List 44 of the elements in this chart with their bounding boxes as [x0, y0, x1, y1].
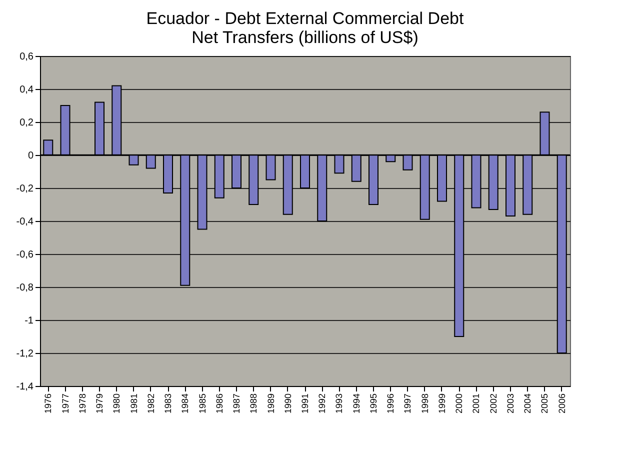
- x-tick-label: 2004: [522, 394, 533, 414]
- x-tick-label: 1976: [43, 394, 54, 414]
- x-tick-label: 1991: [300, 394, 310, 414]
- y-tick-label: 0,6: [20, 52, 34, 62]
- y-tick-label: -0,6: [16, 250, 34, 260]
- x-tick-label: 2005: [540, 394, 550, 414]
- y-tick-label: 0,2: [20, 118, 34, 128]
- y-tick-label: 0,4: [20, 84, 34, 96]
- text: Net Transfers (billions of US$): [192, 28, 418, 47]
- x-tick-label: 2000: [454, 394, 464, 414]
- y-tick-label: 0: [28, 150, 34, 162]
- x-tick-label: 1986: [214, 394, 224, 414]
- x-tick-label: 1983: [163, 394, 174, 414]
- x-tick-label: 1998: [420, 394, 430, 414]
- x-tick-label: 1982: [146, 394, 156, 414]
- x-tick-label: 1980: [112, 394, 122, 414]
- y-tick-label: -0,8: [16, 282, 34, 294]
- x-tick-label: 1997: [402, 394, 413, 414]
- x-tick-label: 1985: [197, 394, 208, 414]
- x-tick-label: 1990: [282, 394, 293, 414]
- x-tick-label: 1979: [94, 394, 105, 414]
- x-tick-label: 1981: [128, 394, 139, 414]
- y-tick-label: -1,2: [16, 348, 34, 360]
- y-tick-label: -0,2: [16, 184, 34, 194]
- x-tick-label: 1994: [351, 394, 362, 414]
- x-tick-label: 1996: [386, 394, 396, 414]
- x-tick-label: 1977: [60, 394, 70, 414]
- x-tick-label: 1989: [266, 394, 276, 414]
- x-tick-label: 1995: [368, 394, 378, 414]
- y-tick-label: -0,4: [16, 216, 34, 228]
- x-tick-label: 1984: [180, 394, 190, 414]
- y-tick-label: -1,4: [16, 382, 34, 392]
- y-tick-label: -1: [24, 316, 34, 326]
- x-tick-label: 2006: [556, 394, 567, 414]
- x-tick-label: 2002: [488, 394, 498, 414]
- x-tick-label: 1999: [436, 394, 447, 414]
- x-tick-label: 1993: [334, 394, 344, 414]
- x-tick-label: 1988: [248, 394, 259, 414]
- x-tick-label: 2001: [471, 394, 482, 414]
- x-tick-label: 1987: [232, 394, 242, 414]
- x-tick-label: 1992: [317, 394, 328, 414]
- x-tick-label: 1978: [77, 394, 88, 414]
- text: Ecuador - Debt External Commercial Debt: [146, 9, 464, 28]
- x-tick-label: 2003: [505, 394, 516, 414]
